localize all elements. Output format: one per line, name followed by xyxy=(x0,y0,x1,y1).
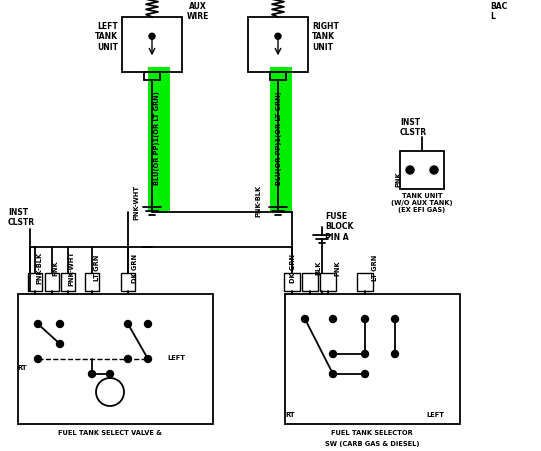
Text: PNK-BLK: PNK-BLK xyxy=(255,184,261,216)
Text: DK GRN: DK GRN xyxy=(290,253,296,282)
Text: DK GRN: DK GRN xyxy=(132,253,138,282)
Bar xyxy=(148,68,170,212)
Text: INST
CLSTR: INST CLSTR xyxy=(8,207,35,227)
Circle shape xyxy=(329,371,337,377)
Text: INST
CLSTR: INST CLSTR xyxy=(400,118,427,137)
Bar xyxy=(400,152,444,189)
Bar xyxy=(122,18,182,73)
Text: FUEL TANK SELECT VALVE &: FUEL TANK SELECT VALVE & xyxy=(58,429,162,435)
Circle shape xyxy=(361,371,368,377)
Text: BLU(OR PP)1(OR LT GRN): BLU(OR PP)1(OR LT GRN) xyxy=(154,91,160,184)
Circle shape xyxy=(361,316,368,323)
Bar xyxy=(248,18,308,73)
Circle shape xyxy=(89,371,96,377)
Circle shape xyxy=(392,351,399,358)
Circle shape xyxy=(124,321,131,328)
Circle shape xyxy=(56,341,63,348)
Circle shape xyxy=(56,321,63,328)
Bar xyxy=(357,273,373,291)
Bar xyxy=(285,295,460,424)
Text: FUEL TANK SELECTOR: FUEL TANK SELECTOR xyxy=(331,429,413,435)
Text: LEFT
TANK
UNIT: LEFT TANK UNIT xyxy=(95,22,118,52)
Circle shape xyxy=(329,351,337,358)
Text: PNK: PNK xyxy=(395,170,401,186)
Bar xyxy=(61,273,75,291)
Bar xyxy=(121,273,135,291)
Text: LT GRN: LT GRN xyxy=(94,254,100,281)
Text: LT GRN: LT GRN xyxy=(372,254,378,281)
Circle shape xyxy=(406,166,414,175)
Bar xyxy=(320,273,336,291)
Circle shape xyxy=(35,321,42,328)
Circle shape xyxy=(392,316,399,323)
Text: BLK: BLK xyxy=(315,260,321,275)
Circle shape xyxy=(124,356,131,363)
Text: RT: RT xyxy=(17,364,27,370)
Bar xyxy=(45,273,59,291)
Text: RT: RT xyxy=(285,411,295,417)
Text: BLU(OR PP)1(OR LT GRN): BLU(OR PP)1(OR LT GRN) xyxy=(276,91,282,184)
Text: AUX
WIRE: AUX WIRE xyxy=(187,2,209,21)
Text: LEFT: LEFT xyxy=(167,354,185,360)
Text: SW (CARB GAS & DIESEL): SW (CARB GAS & DIESEL) xyxy=(325,440,419,446)
Circle shape xyxy=(361,351,368,358)
Text: LEFT: LEFT xyxy=(426,411,444,417)
Text: PNK-WHT: PNK-WHT xyxy=(133,184,139,220)
Circle shape xyxy=(275,34,281,40)
Text: TANK UNIT
(W/O AUX TANK)
(EX EFI GAS): TANK UNIT (W/O AUX TANK) (EX EFI GAS) xyxy=(391,193,453,212)
Circle shape xyxy=(301,316,308,323)
Text: PNK: PNK xyxy=(334,260,340,275)
Bar xyxy=(28,273,42,291)
Circle shape xyxy=(35,356,42,363)
Bar xyxy=(302,273,318,291)
Text: PNK: PNK xyxy=(52,260,58,275)
Text: BAC
L: BAC L xyxy=(490,2,507,21)
Circle shape xyxy=(149,34,155,40)
Text: FUSE
BLOCK
PIN A: FUSE BLOCK PIN A xyxy=(325,212,353,241)
Circle shape xyxy=(107,371,114,377)
Circle shape xyxy=(144,356,151,363)
Text: PNK-WHT: PNK-WHT xyxy=(68,250,74,285)
Bar xyxy=(284,273,300,291)
Text: RIGHT
TANK
UNIT: RIGHT TANK UNIT xyxy=(312,22,339,52)
Circle shape xyxy=(144,321,151,328)
Circle shape xyxy=(430,166,438,175)
Bar xyxy=(18,295,213,424)
Bar xyxy=(85,273,99,291)
Bar xyxy=(270,68,292,212)
Circle shape xyxy=(329,316,337,323)
Text: PNK-BLK: PNK-BLK xyxy=(36,251,42,283)
